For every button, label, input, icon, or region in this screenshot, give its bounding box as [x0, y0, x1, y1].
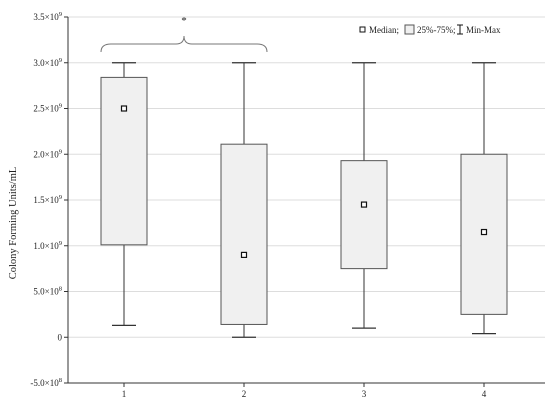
legend-box-swatch: [404, 24, 415, 35]
legend: Median; 25%-75%; Min-Max: [359, 24, 501, 35]
median-marker: [120, 105, 128, 112]
x-tick-label: 2: [242, 389, 247, 399]
y-tick-label: 1.5×109: [33, 194, 62, 205]
legend-box-label: 25%-75%;: [417, 25, 456, 35]
x-tick-label: 1: [122, 389, 127, 399]
y-tick-label: 5.0×108: [33, 286, 62, 297]
median-marker: [240, 251, 248, 258]
box-3: [340, 62, 388, 329]
annotation-group: *: [100, 15, 268, 53]
significance-brace: [100, 35, 268, 53]
median-marker: [480, 228, 488, 236]
median-marker: [360, 201, 368, 208]
y-tick-label: 2.0×109: [33, 148, 62, 159]
box-2: [220, 62, 268, 338]
y-tick-label: 3.5×109: [33, 11, 62, 22]
y-axis-title: Colony Forming Units/mL: [8, 167, 19, 280]
iqr-box: [340, 160, 388, 270]
y-tick-label: -5.0×108: [30, 377, 62, 388]
x-tick-label: 4: [482, 389, 487, 399]
x-tick-label: 3: [362, 389, 367, 399]
iqr-box: [220, 143, 268, 325]
legend-median-label: Median;: [369, 25, 399, 35]
box-1: [100, 62, 148, 326]
axes: -5.0×108 0 5.0×108 1.0×109 1.5×109 2.0×109 2.5…: [30, 11, 545, 399]
significance-star: *: [181, 15, 187, 27]
y-tick-label: 2.5×109: [33, 103, 62, 114]
box-4: [460, 62, 508, 335]
legend-median-marker: [359, 26, 366, 33]
y-tick-label: 1.0×109: [33, 240, 62, 251]
legend-whisker-label: Min-Max: [466, 25, 501, 35]
iqr-box: [100, 76, 148, 246]
boxes: [100, 62, 508, 338]
y-tick-label: 3.0×109: [33, 57, 62, 68]
y-tick-label: 0: [58, 332, 63, 342]
